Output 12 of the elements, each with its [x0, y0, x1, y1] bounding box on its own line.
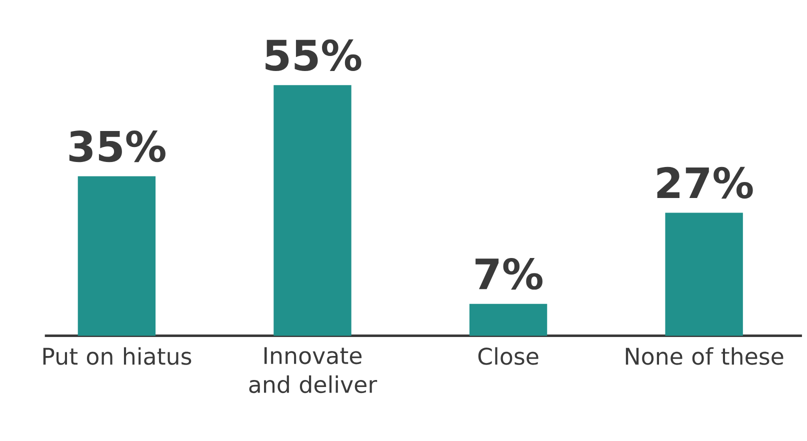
x-tick-label: Put on hiatus	[43, 347, 192, 365]
bar	[274, 85, 352, 336]
x-tick-label: Close	[478, 347, 538, 365]
data-label: 27%	[657, 166, 753, 198]
bar	[469, 304, 548, 336]
bar	[78, 176, 156, 336]
bar	[665, 212, 743, 336]
x-tick-label: None of these	[626, 347, 784, 365]
x-tick-label: Innovate and deliver	[249, 347, 378, 393]
data-label: 55%	[266, 39, 362, 71]
data-label: 35%	[69, 130, 166, 162]
data-label: 7%	[476, 258, 542, 290]
